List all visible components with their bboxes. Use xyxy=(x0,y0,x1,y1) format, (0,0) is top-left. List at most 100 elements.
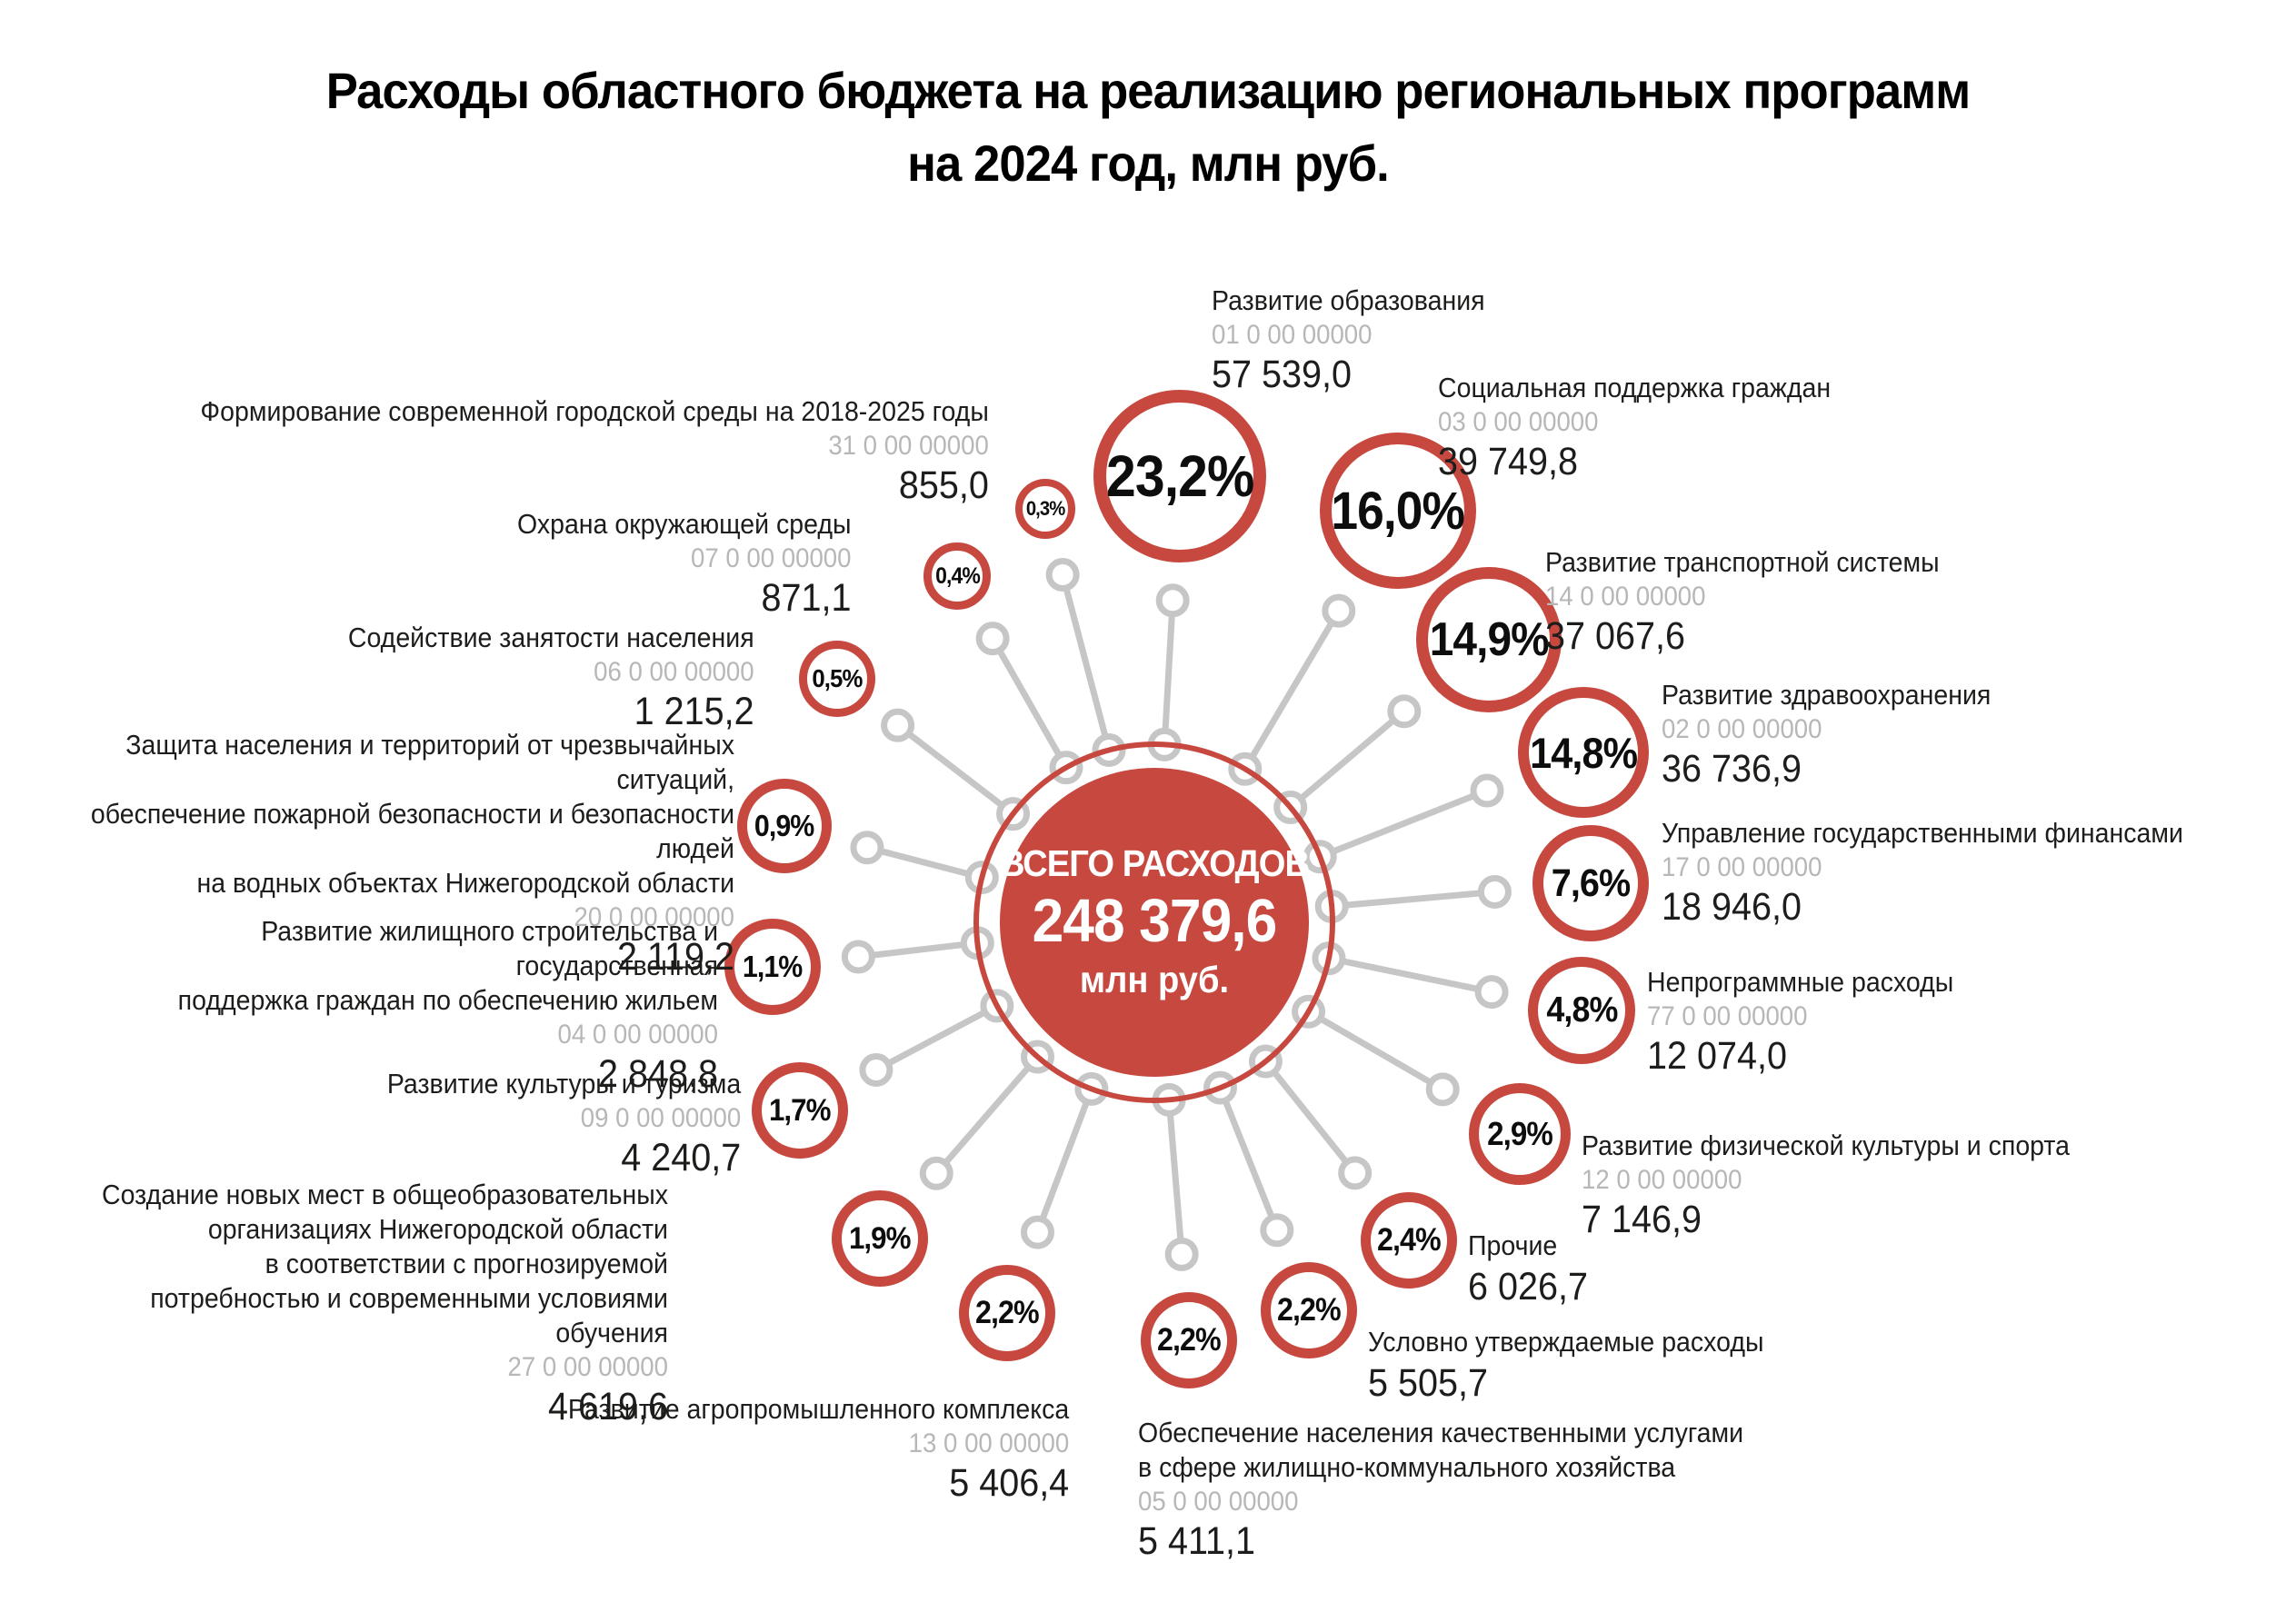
program-code: 09 0 00 00000 xyxy=(580,1103,741,1133)
total-expenses-block: ВСЕГО РАСХОДОВ 248 379,6 млн руб. xyxy=(945,840,1363,1003)
program-code: 14 0 00 00000 xyxy=(1545,582,1706,612)
percent-value: 0,3% xyxy=(1025,497,1065,520)
spoke-outer-node xyxy=(975,622,1010,656)
percent-value: 2,2% xyxy=(975,1295,1040,1330)
program-name: Формирование современной городской среды… xyxy=(200,395,989,427)
program-value: 871,1 xyxy=(760,576,851,620)
program-label: Обеспечение населения качественными услу… xyxy=(1138,1416,1743,1564)
percent-bubble: 23,2% xyxy=(1093,390,1266,562)
program-label: Прочие 6 026,7 xyxy=(1468,1229,1588,1309)
spoke-outer-node xyxy=(1322,593,1356,628)
percent-bubble: 2,4% xyxy=(1361,1192,1457,1289)
program-value: 855,0 xyxy=(898,463,989,507)
program-code: 13 0 00 00000 xyxy=(908,1428,1069,1458)
percent-value: 1,9% xyxy=(849,1220,912,1256)
program-label: Управление государственными финансами 17 … xyxy=(1662,816,2183,930)
percent-value: 7,6% xyxy=(1551,861,1631,905)
center-disc xyxy=(1000,768,1309,1077)
program-name: Развитие физической культуры и спорта xyxy=(1582,1129,2071,1161)
program-value: 5 406,4 xyxy=(949,1461,1069,1505)
program-name: Развитие агропромышленного комплекса xyxy=(567,1393,1069,1425)
center-ring xyxy=(973,741,1335,1103)
percent-value: 2,2% xyxy=(1157,1322,1222,1358)
program-value: 4 240,7 xyxy=(621,1136,741,1179)
program-code: 31 0 00 00000 xyxy=(828,431,989,461)
percent-bubble: 1,7% xyxy=(752,1062,848,1159)
percent-value: 2,4% xyxy=(1377,1222,1442,1258)
program-label: Развитие транспортной системы 14 0 00 000… xyxy=(1545,545,1940,659)
program-label: Развитие агропромышленного комплекса 13 0… xyxy=(568,1392,1069,1506)
program-code: 03 0 00 00000 xyxy=(1438,407,1599,437)
percent-value: 1,7% xyxy=(769,1092,832,1128)
program-value: 6 026,7 xyxy=(1468,1265,1588,1309)
spoke-line xyxy=(1165,1100,1185,1255)
percent-value: 1,1% xyxy=(743,950,803,983)
total-unit: млн руб. xyxy=(1079,959,1230,1000)
percent-bubble: 2,2% xyxy=(1261,1262,1357,1358)
program-label: Охрана окружающей среды 07 0 00 00000 871,… xyxy=(516,507,851,621)
percent-value: 14,9% xyxy=(1429,613,1549,666)
spoke-line xyxy=(866,844,983,881)
percent-bubble: 2,9% xyxy=(1469,1083,1571,1185)
program-name: Охрана окружающей среды xyxy=(516,508,851,540)
spoke-outer-node xyxy=(1474,975,1509,1010)
percent-bubble: 0,3% xyxy=(1015,479,1075,539)
program-code: 12 0 00 00000 xyxy=(1582,1165,1742,1195)
percent-bubble: 1,1% xyxy=(724,919,821,1015)
percent-bubble: 14,8% xyxy=(1518,687,1649,818)
spoke-outer-node xyxy=(881,708,915,742)
program-value: 1 215,2 xyxy=(634,690,754,733)
spoke-line xyxy=(1318,787,1489,861)
program-label: Формирование современной городской среды… xyxy=(201,394,989,508)
program-label: Непрограммные расходы 77 0 00 00000 12 074… xyxy=(1647,965,1953,1079)
percent-bubble: 4,8% xyxy=(1528,957,1635,1064)
program-name: Развитие здравоохранения xyxy=(1662,679,1992,711)
spoke-line xyxy=(933,1054,1041,1176)
spoke-line xyxy=(1288,709,1407,811)
spoke-line xyxy=(1161,600,1176,745)
total-value: 248 379,6 xyxy=(1032,887,1278,955)
spoke-line xyxy=(1306,1009,1444,1092)
percent-value: 4,8% xyxy=(1545,990,1618,1030)
percent-bubble: 2,2% xyxy=(959,1265,1055,1361)
program-name: Защита населения и территорий от чрезвыч… xyxy=(90,729,734,899)
program-value: 2 848,8 xyxy=(598,1052,718,1096)
program-code: 02 0 00 00000 xyxy=(1662,714,1822,744)
program-code: 04 0 00 00000 xyxy=(557,1020,718,1050)
program-label: Социальная поддержка граждан 03 0 00 0000… xyxy=(1438,371,1831,484)
spoke-line xyxy=(1331,888,1495,910)
program-label: Создание новых мест в общеобразовательны… xyxy=(54,1178,668,1429)
program-name: Создание новых мест в общеобразовательны… xyxy=(102,1179,668,1348)
percent-bubble: 0,9% xyxy=(737,779,832,873)
program-code: 06 0 00 00000 xyxy=(594,657,754,687)
program-code: 01 0 00 00000 xyxy=(1212,320,1373,350)
program-code: 20 0 00 00000 xyxy=(574,902,734,932)
program-name: Развитие жилищного строительства и госуд… xyxy=(177,915,718,1016)
percent-value: 14,8% xyxy=(1529,728,1638,777)
program-label: Развитие образования 01 0 00 00000 57 539,… xyxy=(1212,284,1485,397)
percent-bubble: 0,5% xyxy=(799,641,875,717)
program-name: Условно утверждаемые расходы xyxy=(1368,1326,1764,1358)
program-value: 36 736,9 xyxy=(1662,747,1802,791)
spoke-line xyxy=(1059,573,1113,751)
program-name: Развитие транспортной системы xyxy=(1545,546,1940,578)
spoke-outer-node xyxy=(850,831,884,865)
program-name: Управление государственными финансами xyxy=(1662,817,2183,849)
program-value: 18 946,0 xyxy=(1662,885,1802,929)
program-label: Содействие занятости населения 06 0 00 00… xyxy=(348,621,754,734)
program-value: 37 067,6 xyxy=(1545,614,1685,658)
spoke-outer-node xyxy=(1387,694,1422,729)
spoke-outer-node xyxy=(1155,583,1190,618)
spoke-outer-node xyxy=(1020,1215,1054,1249)
percent-bubble: 2,2% xyxy=(1141,1292,1237,1388)
percent-value: 0,9% xyxy=(754,809,814,842)
program-code: 07 0 00 00000 xyxy=(690,543,851,573)
program-label: Развитие здравоохранения 02 0 00 00000 36 … xyxy=(1662,678,1991,791)
program-name: Развитие культуры и туризма xyxy=(386,1068,741,1100)
total-label: ВСЕГО РАСХОДОВ xyxy=(999,842,1310,884)
spoke-line xyxy=(874,1002,999,1073)
program-code: 05 0 00 00000 xyxy=(1138,1487,1299,1517)
program-value: 57 539,0 xyxy=(1212,353,1352,396)
spoke-outer-node xyxy=(841,940,875,974)
